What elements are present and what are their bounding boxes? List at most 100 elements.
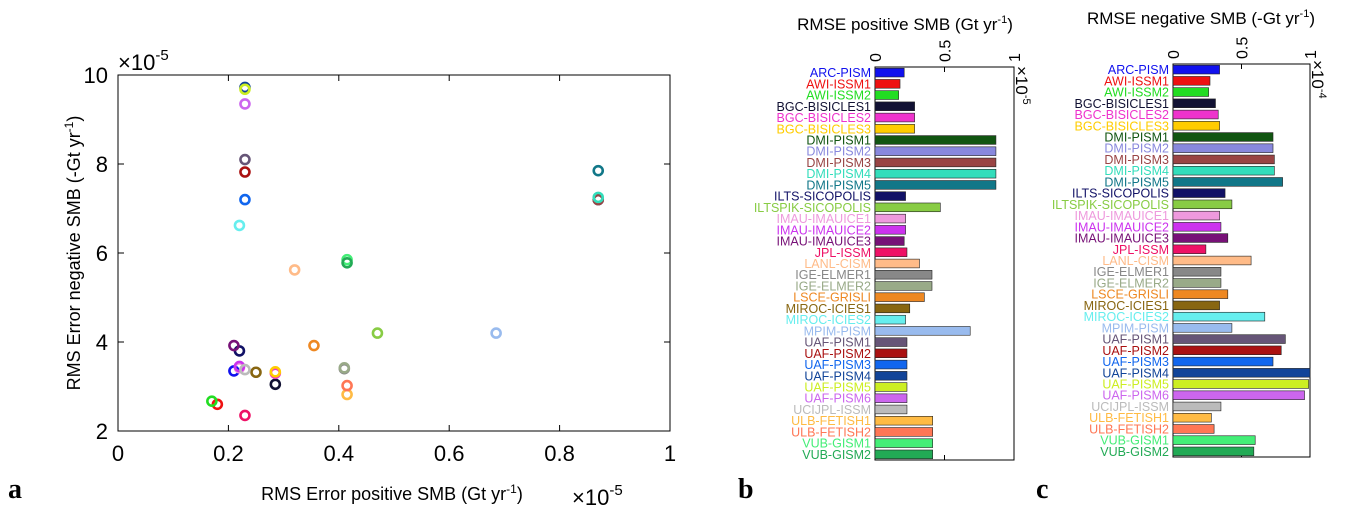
- bar-category-label: DMI-PISM5: [1104, 175, 1169, 189]
- bar-tick-label: 0: [1166, 50, 1183, 59]
- x-tick-label: 0.8: [544, 441, 575, 466]
- bar: [874, 135, 997, 145]
- bar-category-label: IGE-ELMER1: [1093, 265, 1169, 279]
- bar-tick-label: 1: [1007, 53, 1024, 62]
- bar: [1172, 76, 1211, 86]
- bar: [874, 112, 915, 123]
- bar: [1172, 165, 1275, 176]
- bar: [1172, 199, 1233, 210]
- bar-category-label: MIROC-ICIES2: [786, 313, 871, 327]
- bar: [1172, 446, 1255, 457]
- scatter-point: [269, 378, 282, 391]
- bar: [1172, 109, 1219, 120]
- scatter-point: [206, 395, 218, 407]
- bar-category-label: AWI-ISSM2: [1104, 86, 1169, 100]
- y-tick-label: 8: [96, 152, 108, 177]
- panel-label-c: c: [1036, 474, 1049, 505]
- bar-category-label: UAF-PISM4: [804, 369, 871, 383]
- bar-category-label: BGC-BISICLES1: [1075, 97, 1170, 111]
- bar-category-label: UAF-PISM6: [804, 392, 871, 406]
- bar-category-label: UAF-PISM2: [1102, 344, 1169, 358]
- scatter-point: [371, 327, 384, 339]
- bar: [874, 247, 908, 257]
- scatter-y-tick-labels: 2 4 6 8 10: [84, 63, 108, 444]
- bar-category-label: MPIM-PISM: [804, 324, 871, 338]
- bar: [1172, 121, 1220, 131]
- bar-category-label: ULB-FETISH1: [791, 414, 871, 428]
- bar-category-label: AWI-ISSM1: [806, 77, 871, 91]
- bar-category-label: VUB-GISM2: [802, 448, 871, 462]
- bar: [1172, 255, 1252, 266]
- bar-category-label: IMAU-IMAUICE3: [1075, 232, 1170, 246]
- y-tick-label: 4: [96, 330, 108, 355]
- bar: [1172, 323, 1233, 333]
- x-tick-label: 1: [664, 441, 676, 466]
- bar-category-label: VUB-GISM1: [802, 437, 871, 451]
- scatter-point: [239, 153, 251, 166]
- bar-category-label: UAF-PISM2: [804, 347, 871, 361]
- bar-panel-b: RMSE positive SMB (Gt yr-1) ×10-5 0 0.5 1 …: [754, 14, 1032, 462]
- bar: [874, 337, 908, 347]
- bar-category-label: BGC-BISICLES2: [1075, 108, 1170, 122]
- x-tick-label: 0.6: [434, 441, 465, 466]
- scatter-x-axis-label: RMS Error positive SMB (Gt yr-1): [261, 482, 523, 504]
- scatter-point: [592, 164, 605, 177]
- bar: [1172, 154, 1275, 165]
- scatter-points: [206, 81, 605, 422]
- scatter-point: [228, 339, 240, 352]
- bar-c-title: RMSE negative SMB (-Gt yr-1): [1087, 8, 1315, 28]
- bar: [1172, 424, 1215, 434]
- bar: [874, 314, 906, 325]
- bar-category-label: JPL-ISSM: [1113, 243, 1169, 257]
- bar: [874, 427, 933, 437]
- scatter-tick-marks: [117, 74, 671, 432]
- y-tick-label: 6: [96, 241, 108, 266]
- bar: [874, 258, 920, 269]
- scatter-point: [239, 166, 251, 178]
- bar-c-category-labels: ARC-PISMAWI-ISSM1AWI-ISSM2BGC-BISICLES1B…: [1052, 63, 1169, 459]
- bar-tick-label: 0.5: [938, 40, 955, 62]
- scatter-y-exponent: ×10-5: [118, 47, 169, 75]
- scatter-point: [239, 363, 251, 376]
- bar-category-label: LSCE-GRISLI: [1091, 288, 1169, 302]
- bar: [1172, 390, 1305, 400]
- bar-category-label: MPIM-PISM: [1102, 321, 1169, 335]
- x-tick-label: 0.2: [213, 441, 244, 466]
- scatter-panel-a: 0 0.2 0.4 0.6 0.8 1 2 4 6 8 10 ×10-5 ×10-5 RMS Er…: [62, 47, 676, 510]
- x-tick-label: 0.4: [324, 441, 355, 466]
- scatter-point: [308, 339, 320, 352]
- bar: [874, 90, 899, 100]
- bar-category-label: ARC-PISM: [810, 66, 871, 80]
- bar: [1172, 345, 1282, 356]
- bar-b-exponent: ×10-5: [1012, 66, 1032, 105]
- scatter-point: [233, 219, 246, 232]
- bar: [1172, 368, 1311, 378]
- bar-category-label: DMI-PISM1: [806, 133, 871, 147]
- bar: [1172, 87, 1209, 97]
- bar: [874, 371, 908, 381]
- bar: [1172, 267, 1222, 277]
- bar-category-label: VUB-GISM2: [1100, 445, 1169, 459]
- scatter-x-exponent: ×10-5: [572, 482, 623, 510]
- bar: [874, 168, 997, 179]
- bar: [1172, 401, 1222, 412]
- bar-category-label: ILTS-SICOPOLIS: [1072, 187, 1169, 201]
- bar-category-label: AWI-ISSM1: [1104, 74, 1169, 88]
- bar: [874, 213, 906, 224]
- bar-category-label: MIROC-ICIES1: [786, 302, 871, 316]
- scatter-point: [239, 98, 251, 110]
- bar-category-label: DMI-PISM1: [1104, 130, 1169, 144]
- panel-label-b: b: [738, 474, 754, 505]
- scatter-point: [239, 83, 251, 96]
- bar: [874, 79, 901, 89]
- bar: [874, 326, 971, 336]
- y-tick-label: 2: [96, 419, 108, 444]
- scatter-point: [338, 362, 351, 374]
- bar: [874, 393, 908, 403]
- scatter-x-tick-labels: 0 0.2 0.4 0.6 0.8 1: [112, 441, 676, 466]
- scatter-point: [239, 409, 251, 422]
- bar: [1172, 188, 1226, 198]
- bar: [874, 382, 908, 392]
- bar-category-label: LANL-CISM: [804, 257, 871, 271]
